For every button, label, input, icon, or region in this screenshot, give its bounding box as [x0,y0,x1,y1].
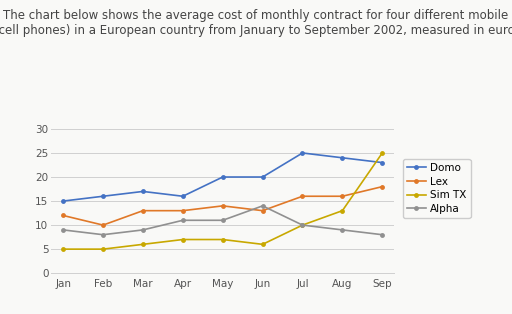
Sim TX [220,238,226,241]
Line: Alpha: Alpha [61,203,385,237]
Domo [379,161,386,165]
Alpha [60,228,66,232]
Sim TX [339,209,346,213]
Domo [140,190,146,193]
Text: The chart below shows the average cost of monthly contract for four different mo: The chart below shows the average cost o… [0,9,512,37]
Sim TX [379,151,386,155]
Domo [220,175,226,179]
Alpha [140,228,146,232]
Domo [100,194,106,198]
Alpha [339,228,346,232]
Alpha [300,223,306,227]
Sim TX [60,247,66,251]
Lex [339,194,346,198]
Sim TX [180,238,186,241]
Line: Domo: Domo [61,150,385,203]
Domo [180,194,186,198]
Lex [220,204,226,208]
Sim TX [100,247,106,251]
Alpha [180,219,186,222]
Domo [60,199,66,203]
Sim TX [260,242,266,246]
Lex [100,223,106,227]
Domo [300,151,306,155]
Lex [300,194,306,198]
Lex [140,209,146,213]
Alpha [100,233,106,237]
Alpha [260,204,266,208]
Lex [379,185,386,188]
Alpha [379,233,386,237]
Sim TX [300,223,306,227]
Lex [60,214,66,217]
Lex [260,209,266,213]
Sim TX [140,242,146,246]
Legend: Domo, Lex, Sim TX, Alpha: Domo, Lex, Sim TX, Alpha [403,159,471,218]
Lex [180,209,186,213]
Domo [260,175,266,179]
Line: Sim TX: Sim TX [61,150,385,252]
Alpha [220,219,226,222]
Line: Lex: Lex [61,184,385,228]
Domo [339,156,346,160]
